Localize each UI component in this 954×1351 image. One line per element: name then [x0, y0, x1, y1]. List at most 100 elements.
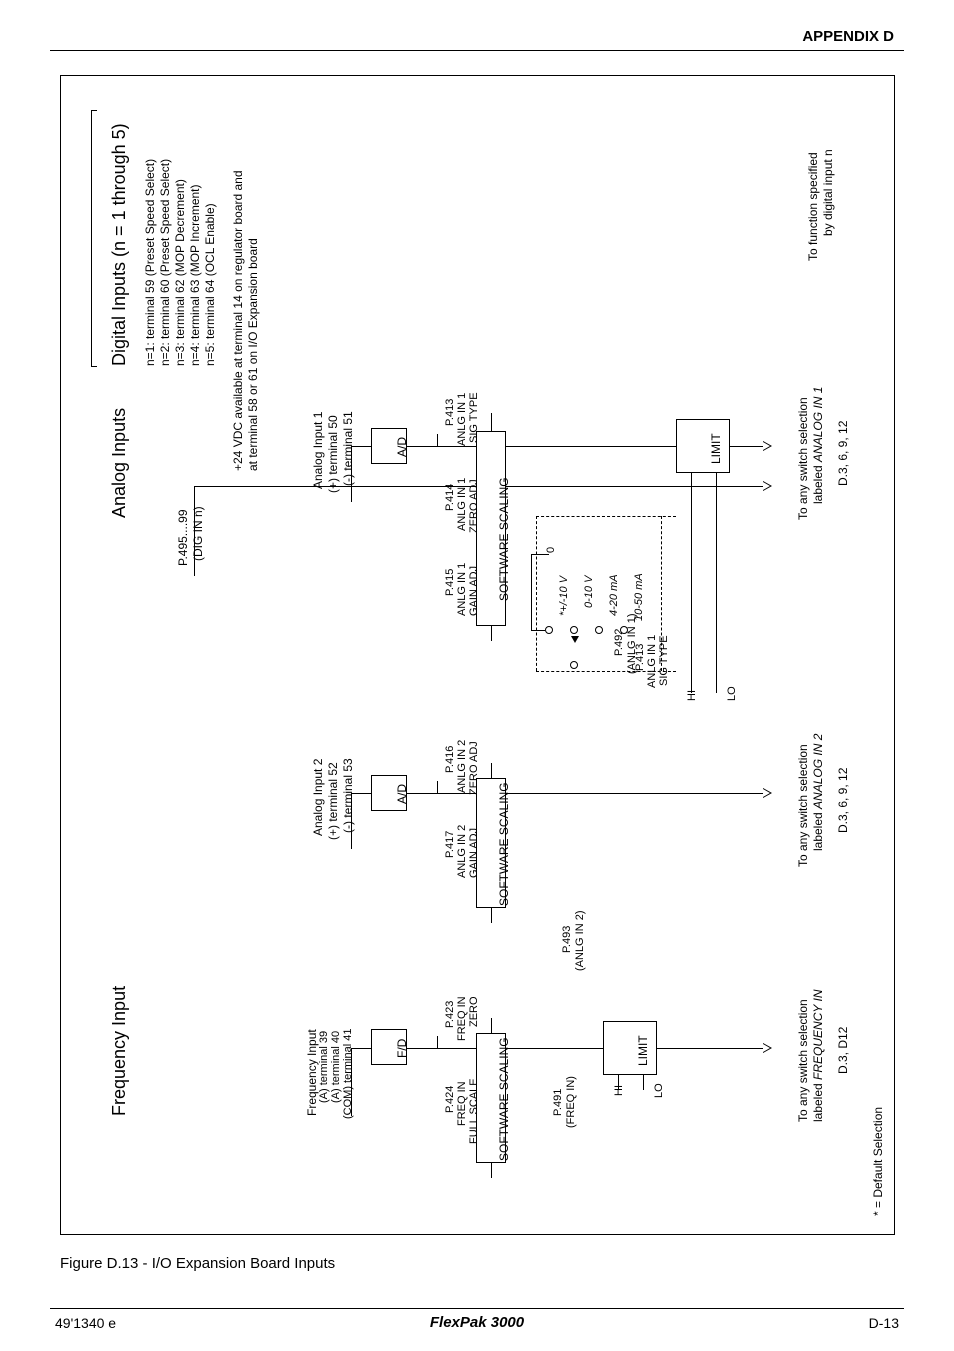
ain1-limit: LIMIT — [709, 433, 723, 464]
p416: P.416 — [444, 746, 456, 773]
t — [437, 781, 438, 793]
l — [657, 1048, 764, 1049]
ain2-tplus: (+) terminal 52 — [326, 762, 340, 840]
sw-c2 — [570, 626, 578, 634]
ain1-tplus: (+) terminal 50 — [326, 415, 340, 493]
p415l1: ANLG IN 1 — [456, 563, 468, 616]
title-vline — [91, 110, 92, 366]
ain1-out2: labeled labeled ANALOG IN 1ANALOG IN 1 — [811, 387, 825, 504]
freq-title: Frequency Input — [109, 986, 130, 1116]
arrow-inner — [763, 442, 770, 450]
title-underline — [91, 366, 97, 367]
ain2-out1: To any switch selection — [796, 744, 810, 867]
dig-line3: n=3: terminal 62 (MOP Decrement) — [173, 179, 187, 366]
freq-tab: (A) terminal 40 — [330, 1031, 342, 1103]
dig-line2: n=2: terminal 60 (Preset Speed Select) — [158, 159, 172, 366]
dig-param: P.495....99 — [176, 510, 190, 567]
freq-tcom: (COM) terminal 41 — [342, 1029, 354, 1119]
arrow-inner — [763, 789, 770, 797]
sigtype-dash4 — [536, 516, 537, 671]
freq-out1: To any switch selection — [796, 999, 810, 1122]
l — [531, 630, 545, 631]
l — [351, 1048, 352, 1116]
ain2-name: Analog Input 2 — [311, 759, 325, 836]
arrow-inner — [763, 482, 770, 490]
ain2-out3: D.3, 6, 9, 12 — [836, 768, 850, 833]
l — [351, 793, 352, 849]
ain1-out3: D.3, 6, 9, 12 — [836, 421, 850, 486]
page-header: APPENDIX D — [802, 28, 894, 45]
sigtype-p413: P.413 — [634, 644, 646, 671]
dig-line5: n=5: terminal 64 (OCL Enable) — [203, 203, 217, 366]
l — [437, 1048, 476, 1049]
p417: P.417 — [444, 831, 456, 858]
ain1-sw: SOFTWARE SCALING — [497, 477, 511, 601]
l — [626, 446, 676, 447]
dig-line4: n=4: terminal 63 (MOP Increment) — [188, 184, 202, 366]
l — [531, 554, 532, 630]
l — [437, 446, 476, 447]
p493l: (ANLG IN 2) — [574, 910, 586, 971]
sigtype-o2: 0-10 V — [583, 576, 595, 608]
freq-ta: (A) terminal 39 — [318, 1031, 330, 1103]
sw-arrow — [571, 636, 579, 643]
sigtype-l1: ANLG IN 1 — [646, 635, 658, 688]
sw-c4 — [620, 626, 628, 634]
p413l1: ANLG IN 1 — [456, 393, 468, 446]
l — [351, 446, 371, 447]
freq-name: Frequency Input — [305, 1029, 319, 1116]
freq-lo: LO — [653, 1083, 665, 1098]
sigtype-o4: 10-50 mA — [633, 573, 645, 621]
p413: P.413 — [444, 399, 456, 426]
t — [437, 1036, 438, 1048]
sigtype-0: 0 — [545, 547, 557, 553]
l — [407, 446, 437, 447]
p491l: (FREQ IN) — [565, 1076, 577, 1128]
l — [437, 793, 476, 794]
diagram-container: Digital Inputs (n = 1 through 5) n=1: te… — [60, 75, 895, 1235]
ain1-l1 — [351, 446, 352, 502]
p423l2: ZERO — [468, 996, 480, 1027]
ain1-lo: LO — [726, 686, 738, 701]
figure-caption: Figure D.13 - I/O Expansion Board Inputs — [60, 1255, 335, 1272]
sigtype-l2: SIG TYPE — [658, 635, 670, 686]
t — [491, 1018, 492, 1033]
l — [506, 793, 766, 794]
ain2-sw: SOFTWARE SCALING — [497, 782, 511, 906]
p424l1: FREQ IN — [456, 1081, 468, 1126]
footer-rule — [50, 1308, 904, 1309]
ain1-out1: To any switch selection — [796, 397, 810, 520]
sw-out — [570, 661, 578, 669]
l — [351, 793, 371, 794]
t — [491, 413, 492, 431]
dig-vdc2: at terminal 58 or 61 on I/O Expansion bo… — [246, 238, 260, 471]
l — [506, 446, 626, 447]
l — [351, 1048, 371, 1049]
dig-line1: n=1: terminal 59 (Preset Speed Select) — [143, 159, 157, 366]
arrow-inner — [763, 1044, 770, 1052]
p424: P.424 — [444, 1086, 456, 1113]
sw-c3 — [595, 626, 603, 634]
freq-hi: HI — [613, 1085, 625, 1096]
header-rule — [50, 50, 904, 51]
l — [506, 1048, 603, 1049]
l — [730, 446, 764, 447]
sigtype-o3: 4-20 mA — [608, 574, 620, 616]
freq-sw: SOFTWARE SCALING — [497, 1037, 511, 1161]
freq-limit: LIMIT — [636, 1035, 650, 1066]
p414l1: ANLG IN 1 — [456, 478, 468, 531]
l — [407, 793, 437, 794]
t — [491, 763, 492, 778]
sw-c1 — [545, 626, 553, 634]
footer-right: D-13 — [869, 1315, 899, 1331]
default-note: * = Default Selection — [871, 1107, 885, 1216]
p415: P.415 — [444, 569, 456, 596]
l — [716, 473, 717, 693]
l — [618, 1075, 619, 1090]
t — [491, 1163, 492, 1178]
analog-title: Analog Inputs — [109, 408, 130, 518]
l — [691, 473, 692, 693]
t — [491, 626, 492, 641]
p491: P.491 — [552, 1089, 564, 1116]
t — [491, 908, 492, 923]
